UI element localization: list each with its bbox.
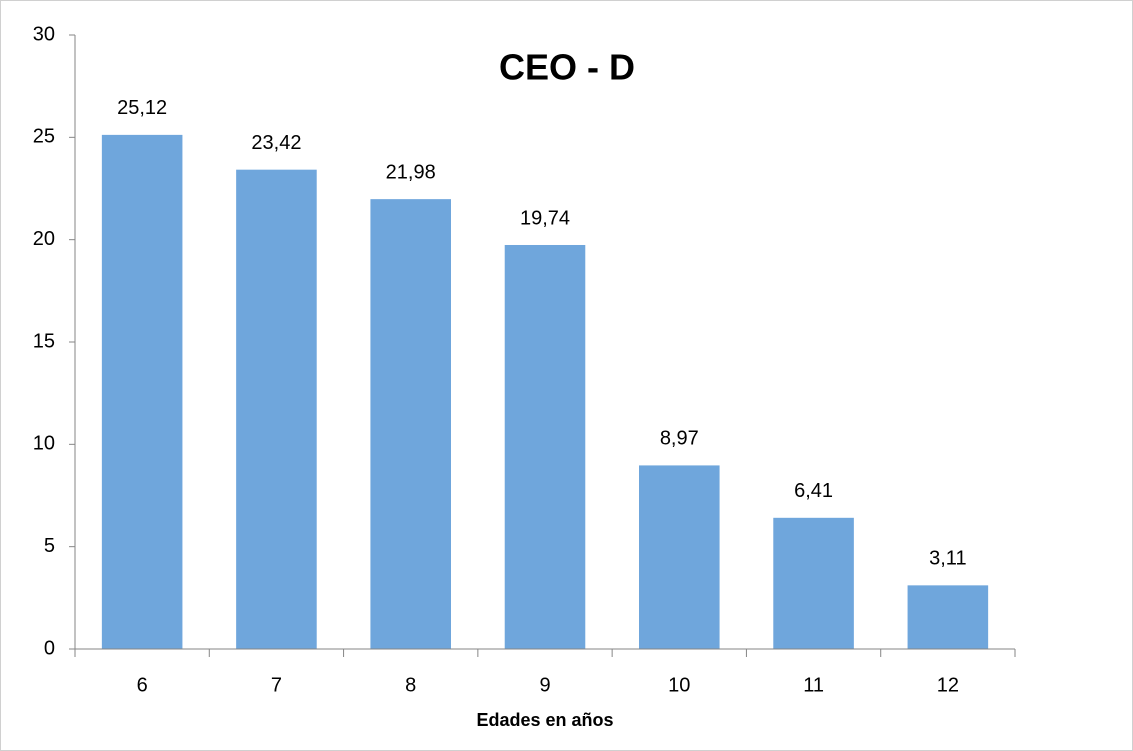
y-tick-label: 10 xyxy=(33,433,55,455)
y-tick-label: 5 xyxy=(44,535,55,557)
bar xyxy=(907,585,989,649)
value-label: 23,42 xyxy=(251,132,301,154)
value-label: 21,98 xyxy=(386,161,436,183)
x-tick-label: 8 xyxy=(405,674,416,696)
chart-title: CEO - D xyxy=(499,47,635,88)
value-label: 25,12 xyxy=(117,97,167,119)
y-tick-label: 15 xyxy=(33,330,55,352)
x-tick-label: 6 xyxy=(137,674,148,696)
x-tick-label: 9 xyxy=(539,674,550,696)
x-tick-label: 10 xyxy=(668,674,690,696)
value-label: 3,11 xyxy=(929,548,966,570)
value-label: 6,41 xyxy=(794,480,833,502)
x-tick-label: 12 xyxy=(937,674,959,696)
value-label: 19,74 xyxy=(520,207,570,229)
value-label: 8,97 xyxy=(660,428,699,450)
x-tick-label: 11 xyxy=(803,674,824,696)
bar xyxy=(370,199,451,649)
x-tick-label: 7 xyxy=(271,674,282,696)
bar xyxy=(101,134,183,650)
y-tick-label: 20 xyxy=(33,228,55,250)
y-tick-label: 0 xyxy=(44,637,55,659)
y-tick-label: 30 xyxy=(33,23,55,45)
bar xyxy=(773,517,854,649)
x-axis-label: Edades en años xyxy=(476,710,613,730)
y-tick-label: 25 xyxy=(33,126,55,148)
bar xyxy=(639,465,720,649)
bar xyxy=(236,169,317,650)
bar xyxy=(504,244,586,649)
